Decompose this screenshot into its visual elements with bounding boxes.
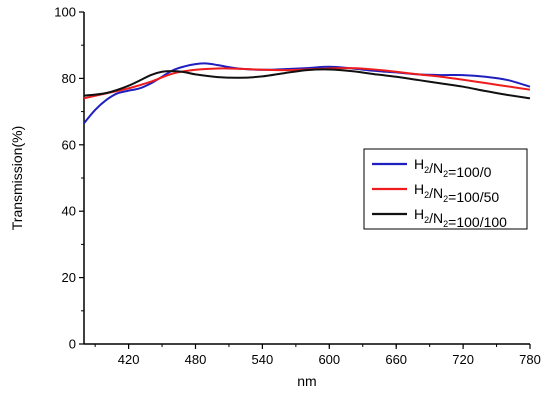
x-axis-title: nm [297,373,316,389]
series-line-1 [83,62,531,124]
series-lines [83,62,531,124]
y-tick-label: 80 [62,71,76,86]
y-tick-label: 20 [62,270,76,285]
tick-labels: 0 20 40 60 80 100 420 480 540 600 660 720 780 [54,5,541,368]
series-line-3 [83,68,531,100]
legend-label: H2/N2=100/0 [414,156,492,180]
x-tick-label: 780 [519,352,541,367]
x-tick-label: 480 [185,352,207,367]
x-tick-label: 420 [118,352,140,367]
legend-label: H2/N2=100/100 [414,206,507,230]
y-tick-label: 0 [69,337,76,352]
y-tick-label: 100 [54,5,76,20]
x-tick-label: 660 [385,352,407,367]
x-tick-label: 720 [452,352,474,367]
y-tick-label: 40 [62,204,76,219]
legend-label: H2/N2=100/50 [414,181,499,205]
x-tick-label: 540 [252,352,274,367]
y-tick-label: 60 [62,137,76,152]
y-axis-title: Transmission(%) [9,126,25,231]
x-tick-label: 600 [318,352,340,367]
axes [79,11,531,349]
